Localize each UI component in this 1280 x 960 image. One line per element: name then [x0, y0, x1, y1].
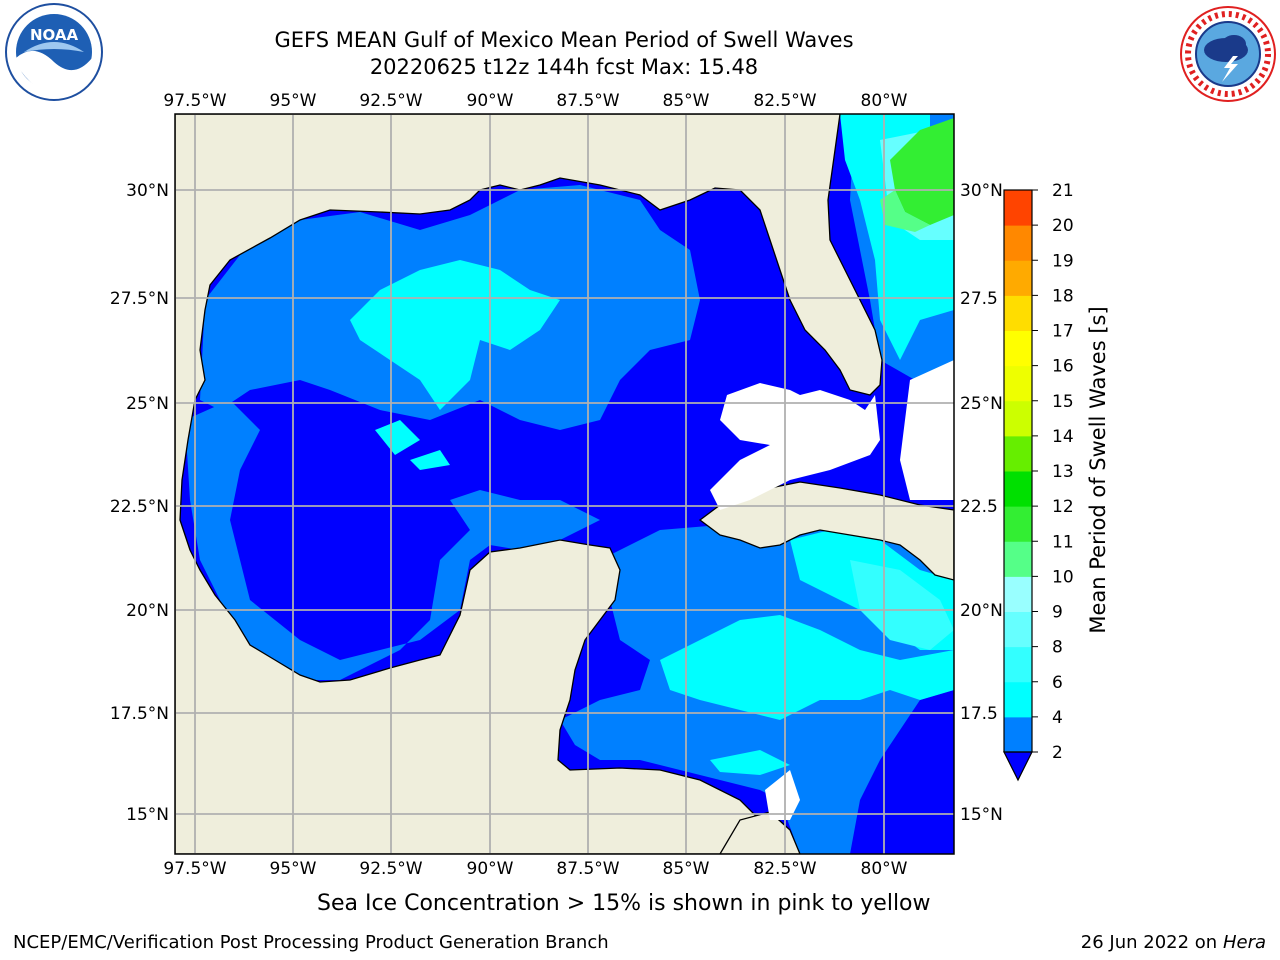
map-frame	[174, 113, 955, 855]
swell-field-2-4s-southwest	[185, 400, 600, 680]
no-data-areas	[710, 360, 954, 820]
lon-tick-top: 82.5°W	[753, 91, 816, 111]
colorbar-segment	[1004, 471, 1032, 507]
lat-tick-left: 17.5°N	[110, 704, 169, 724]
swell-field-4-6s-patch	[375, 420, 450, 470]
colorbar-label: Mean Period of Swell Waves [s]	[1086, 306, 1110, 634]
colorbar-segment	[1004, 365, 1032, 402]
lat-tick-left: 22.5°N	[110, 497, 169, 517]
colorbar-tick-label: 11	[1052, 532, 1074, 552]
colorbar-tick-label: 8	[1052, 638, 1063, 658]
colorbar-tick-label: 9	[1052, 603, 1063, 623]
lat-tick-right: 22.5	[960, 497, 998, 517]
swell-field-9-11s-atlantic	[890, 118, 954, 225]
colorbar-tick-label: 12	[1052, 497, 1074, 517]
chart-title: GEFS MEAN Gulf of Mexico Mean Period of …	[274, 28, 854, 52]
colorbar-segment	[1004, 435, 1032, 472]
swell-field-6-8s-caribbean	[850, 560, 954, 650]
lon-tick-bottom: 97.5°W	[163, 859, 226, 879]
colorbar-tick-label: 17	[1052, 322, 1074, 342]
colorbar-segment	[1004, 681, 1032, 718]
colorbar-tick-label: 20	[1052, 216, 1074, 236]
colorbar-tick-label: 18	[1052, 286, 1074, 306]
colorbar-tick-label: 21	[1052, 181, 1074, 201]
lat-tick-left: 27.5°N	[110, 289, 169, 309]
lon-tick-top: 97.5°W	[163, 91, 226, 111]
colorbar-segment	[1004, 330, 1032, 367]
colorbar-segment	[1004, 576, 1032, 612]
lat-tick-right: 15°N	[960, 805, 1003, 825]
colorbar-segment	[1004, 541, 1032, 577]
no-data-east	[900, 360, 954, 500]
footer-date: 26 Jun 2022 on Hera	[1081, 932, 1266, 953]
sea-ice-note: Sea Ice Concentration > 15% is shown in …	[317, 891, 931, 916]
colorbar-segment	[1004, 225, 1032, 261]
no-data-south	[765, 770, 800, 820]
lat-tick-left: 30°N	[126, 181, 169, 201]
colorbar-segment	[1004, 646, 1032, 683]
colorbar-under-extension	[1003, 751, 1033, 782]
svg-text:NOAA: NOAA	[30, 26, 79, 44]
colorbar-segment	[1004, 506, 1032, 542]
swell-field-4-6s-caribbean	[660, 615, 954, 720]
lon-tick-top: 95°W	[270, 91, 317, 111]
lat-tick-right: 17.5	[960, 704, 998, 724]
lon-tick-top: 85°W	[663, 91, 710, 111]
lat-tick-left: 25°N	[126, 394, 169, 414]
colorbar-tick-label: 13	[1052, 462, 1074, 482]
no-data-florida-keys	[710, 383, 880, 510]
lat-tick-left: 15°N	[126, 805, 169, 825]
lat-tick-left: 20°N	[126, 601, 169, 621]
swell-field-10s-atlantic-edge	[880, 190, 930, 232]
colorbar-segment	[1004, 400, 1032, 437]
lat-tick-right: 25°N	[960, 394, 1003, 414]
colorbar-tick-label: 6	[1052, 673, 1063, 693]
lon-tick-bottom: 92.5°W	[359, 859, 422, 879]
colorbar-tick-label: 2	[1052, 743, 1063, 763]
colorbar-segment	[1004, 295, 1032, 331]
colorbar	[1003, 189, 1033, 782]
lat-tick-right: 30°N	[960, 181, 1003, 201]
footer-date-text: 26 Jun 2022 on	[1080, 932, 1218, 953]
lon-tick-bottom: 90°W	[467, 859, 514, 879]
lon-tick-top: 87.5°W	[556, 91, 619, 111]
colorbar-segment	[1004, 260, 1032, 296]
lon-tick-top: 90°W	[467, 91, 514, 111]
land-central-america	[719, 811, 801, 854]
chart-subtitle: 20220625 t12z 144h fcst Max: 15.48	[369, 55, 759, 79]
colorbar-tick-label: 4	[1052, 708, 1063, 728]
map-gridlines	[175, 114, 954, 854]
lon-tick-bottom: 80°W	[861, 859, 908, 879]
lon-tick-top: 80°W	[861, 91, 908, 111]
colorbar-tick-label: 10	[1052, 567, 1074, 587]
footer-host: Hera	[1222, 932, 1266, 953]
lon-tick-bottom: 95°W	[270, 859, 317, 879]
land-us-mexico-west	[175, 114, 883, 854]
lon-tick-top: 92.5°W	[359, 91, 422, 111]
lon-tick-bottom: 82.5°W	[753, 859, 816, 879]
nws-logo-icon	[1180, 6, 1276, 102]
lon-tick-bottom: 85°W	[663, 859, 710, 879]
colorbar-segment	[1004, 611, 1032, 648]
swell-field-4-6s-small	[710, 750, 790, 775]
lat-tick-right: 27.5	[960, 289, 998, 309]
lat-tick-right: 20°N	[960, 601, 1003, 621]
colorbar-tick-label: 14	[1052, 427, 1074, 447]
lon-tick-bottom: 87.5°W	[556, 859, 619, 879]
colorbar-segment	[1004, 716, 1032, 753]
colorbar-segment	[1004, 190, 1032, 226]
noaa-logo-icon: NOAA	[5, 3, 103, 101]
colorbar-tick-label: 16	[1052, 357, 1074, 377]
footer-credit: NCEP/EMC/Verification Post Processing Pr…	[13, 932, 609, 953]
colorbar-tick-label: 15	[1052, 392, 1074, 412]
colorbar-tick-label: 19	[1052, 251, 1074, 271]
